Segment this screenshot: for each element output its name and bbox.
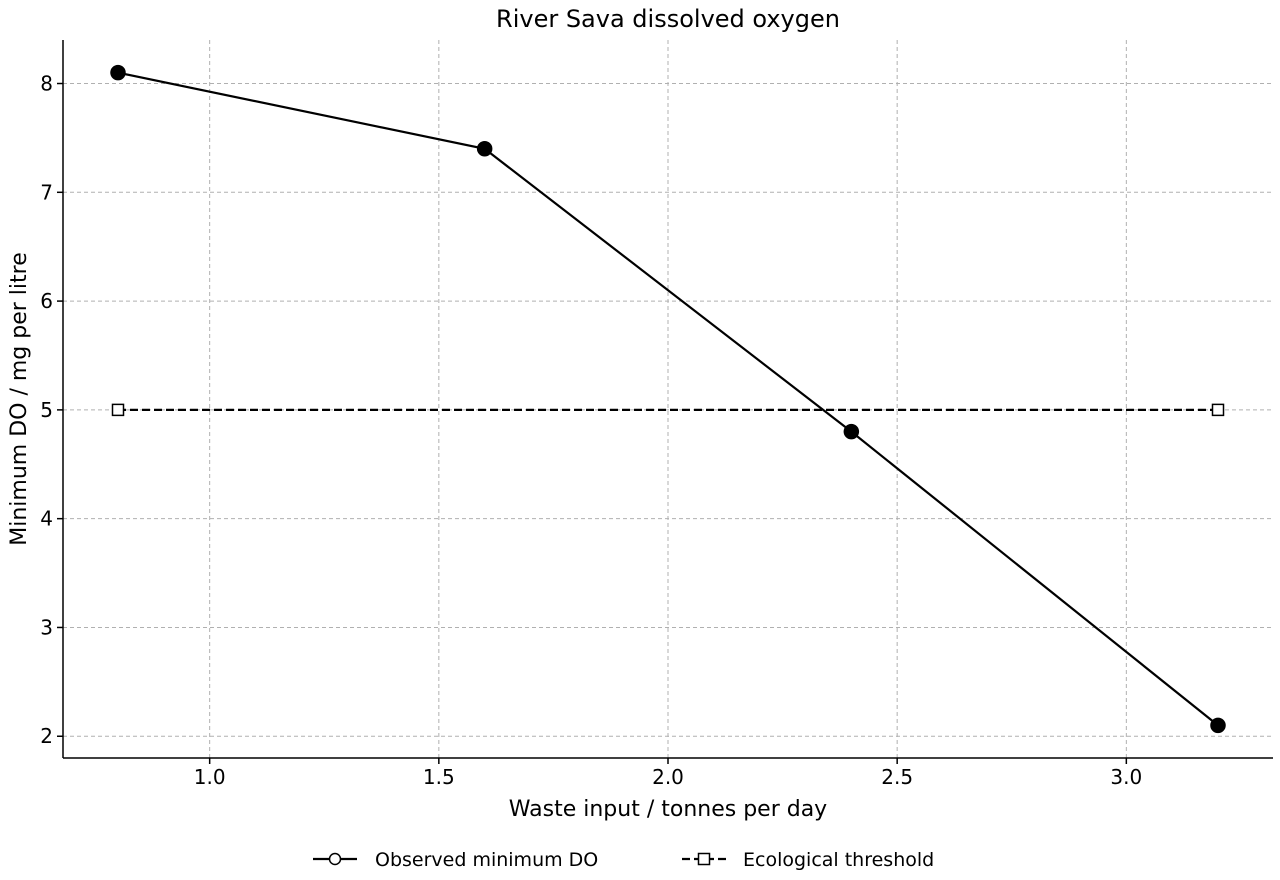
legend-entry-2: Ecological threshold	[682, 849, 934, 871]
series-2	[111, 403, 1225, 417]
series-line	[117, 71, 1219, 727]
y-tick-label: 2	[40, 724, 53, 748]
y-tick-label: 4	[40, 507, 53, 531]
x-tick-label: 3.0	[1110, 765, 1142, 789]
y-axis-label: Minimum DO / mg per litre	[7, 252, 32, 545]
legend-label: Observed minimum DO	[375, 849, 598, 871]
data-point	[843, 423, 860, 440]
data-point	[110, 64, 126, 81]
y-tick-label: 6	[40, 289, 53, 313]
legend-entry-1: Observed minimum DO	[313, 849, 598, 871]
grid	[63, 40, 1273, 758]
axes: 1.0 1.5 2.0 2.5 3.0 2 3 4 5 6 7 8	[40, 40, 1273, 789]
data-point	[1210, 717, 1226, 734]
legend-marker	[697, 852, 711, 866]
y-tick-label: 3	[40, 615, 53, 639]
x-tick-label: 2.0	[652, 765, 684, 789]
legend-label: Ecological threshold	[743, 849, 934, 871]
data-point	[111, 403, 125, 417]
y-tick-label: 7	[40, 180, 53, 204]
x-tick-label: 2.5	[881, 765, 913, 789]
legend: Observed minimum DO Ecological threshold	[313, 849, 934, 871]
series	[110, 64, 1226, 734]
y-tick-label: 5	[40, 398, 53, 422]
data-point	[476, 141, 493, 157]
legend-marker	[328, 852, 342, 866]
x-axis-label: Waste input / tonnes per day	[509, 797, 827, 822]
data-point	[1211, 403, 1225, 417]
chart-title: River Sava dissolved oxygen	[496, 5, 840, 33]
x-tick-label: 1.5	[423, 765, 455, 789]
series-1	[110, 64, 1226, 734]
y-tick-label: 8	[40, 72, 53, 96]
x-tick-label: 1.0	[194, 765, 226, 789]
